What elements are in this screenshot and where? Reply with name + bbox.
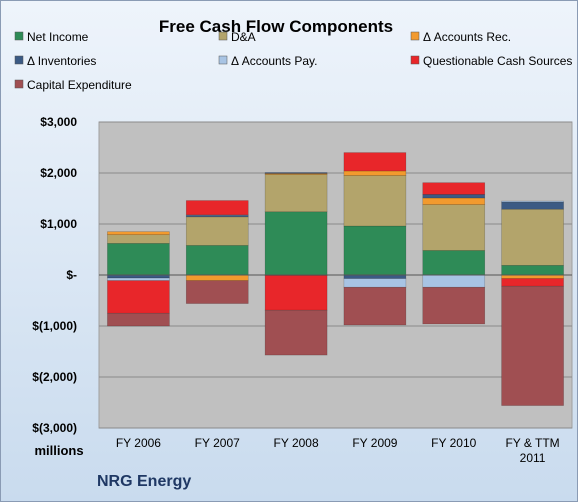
legend-label-questionable-cash-sources: Questionable Cash Sources [423, 54, 572, 68]
bar-segment-delta-inventories [343, 274, 407, 279]
bar-segment-capital-expenditure [264, 309, 328, 356]
legend-label-net-income: Net Income [27, 30, 89, 44]
legend-swatch-delta-accounts-pay [218, 55, 228, 65]
bar-segment-delta-accounts-pay [185, 214, 249, 216]
bar-segment-delta-inventories [264, 172, 328, 174]
bar-segment-delta-accounts-rec [343, 170, 407, 176]
bar-segment-d-a [422, 204, 486, 251]
legend-swatch-delta-inventories [14, 55, 24, 65]
bar-segment-questionable-cash-sources [264, 275, 328, 311]
legend-swatch-delta-accounts-rec [410, 31, 420, 41]
y-tick-label: $2,000 [40, 166, 77, 180]
legend-label-delta-inventories: Δ Inventories [27, 54, 96, 68]
bar-segment-capital-expenditure [185, 280, 249, 304]
bar-segment-delta-accounts-pay [422, 274, 486, 288]
company-name: NRG Energy [97, 473, 191, 490]
bar-segment-d-a [501, 208, 564, 266]
bar-segment-d-a [264, 174, 328, 213]
y-tick-label: $- [66, 268, 77, 282]
bar-segment-delta-accounts-pay [343, 278, 407, 288]
bar-segment-delta-inventories [501, 201, 564, 210]
legend-label-d-a: D&A [231, 30, 256, 44]
bar-segment-capital-expenditure [107, 312, 170, 327]
bar-segment-delta-accounts-rec [501, 274, 564, 279]
x-tick-label: FY 2008 [274, 436, 319, 450]
bar-segment-capital-expenditure [501, 285, 564, 406]
bar-segment-net-income [343, 225, 407, 276]
bar-segment-questionable-cash-sources [185, 200, 249, 216]
bar-segment-net-income [107, 243, 170, 276]
bar-segment-delta-accounts-pay [107, 277, 170, 281]
legend-swatch-net-income [14, 31, 24, 41]
bar-segment-delta-accounts-rec [185, 274, 249, 281]
gridlines [99, 121, 572, 429]
x-tick-label: FY 2010 [431, 436, 476, 450]
bar-segment-delta-inventories [422, 194, 486, 199]
y-tick-label: $3,000 [40, 115, 77, 129]
legend: Net Income D&A Δ Accounts Rec. Δ Inventorie… [14, 30, 572, 92]
bar-segment-net-income [185, 245, 249, 276]
x-tick-label: FY 2006 [116, 436, 161, 450]
legend-label-capital-expenditure: Capital Expenditure [27, 78, 132, 92]
bar-segment-delta-accounts-rec [107, 231, 170, 236]
y-tick-label: $(3,000) [32, 421, 77, 435]
bar-segment-delta-accounts-rec [422, 197, 486, 205]
legend-label-delta-accounts-rec: Δ Accounts Rec. [423, 30, 511, 44]
chart-title: Free Cash Flow Components [159, 17, 393, 36]
bar-segment-d-a [185, 216, 249, 246]
bar-segment-questionable-cash-sources [107, 280, 170, 314]
legend-swatch-capital-expenditure [14, 79, 24, 89]
x-tick-label: FY 2009 [352, 436, 397, 450]
bar-segment-questionable-cash-sources [343, 152, 407, 172]
bar-segment-net-income [501, 265, 564, 276]
bar-segment-questionable-cash-sources [501, 278, 564, 287]
y-axis-unit-label: millions [34, 443, 83, 458]
bar-segment-net-income [422, 250, 486, 276]
bar-segment-capital-expenditure [343, 286, 407, 326]
y-tick-label: $(1,000) [32, 319, 77, 333]
x-axis-ticks: FY 2006 FY 2007 FY 2008 FY 2009 FY 2010 FY & … [116, 436, 560, 465]
y-tick-label: $1,000 [40, 217, 77, 231]
y-axis-ticks: $3,000 $2,000 $1,000 $- $(1,000) $(2,000) $(3,… [32, 115, 77, 435]
bar-segment-d-a [343, 175, 407, 227]
bar-segment-capital-expenditure [422, 286, 486, 325]
x-tick-label: FY & TTM 2011 [505, 436, 559, 465]
bar-segment-delta-accounts-pay [501, 200, 564, 203]
bar-segment-questionable-cash-sources [422, 182, 486, 195]
legend-label-delta-accounts-pay: Δ Accounts Pay. [231, 54, 318, 68]
y-tick-label: $(2,000) [32, 370, 77, 384]
legend-swatch-d-a [218, 31, 228, 41]
bar-segment-net-income [264, 211, 328, 276]
bars [99, 152, 572, 406]
bar-segment-d-a [107, 234, 170, 244]
legend-swatch-questionable-cash-sources [410, 55, 420, 65]
x-tick-label: FY 2007 [195, 436, 240, 450]
